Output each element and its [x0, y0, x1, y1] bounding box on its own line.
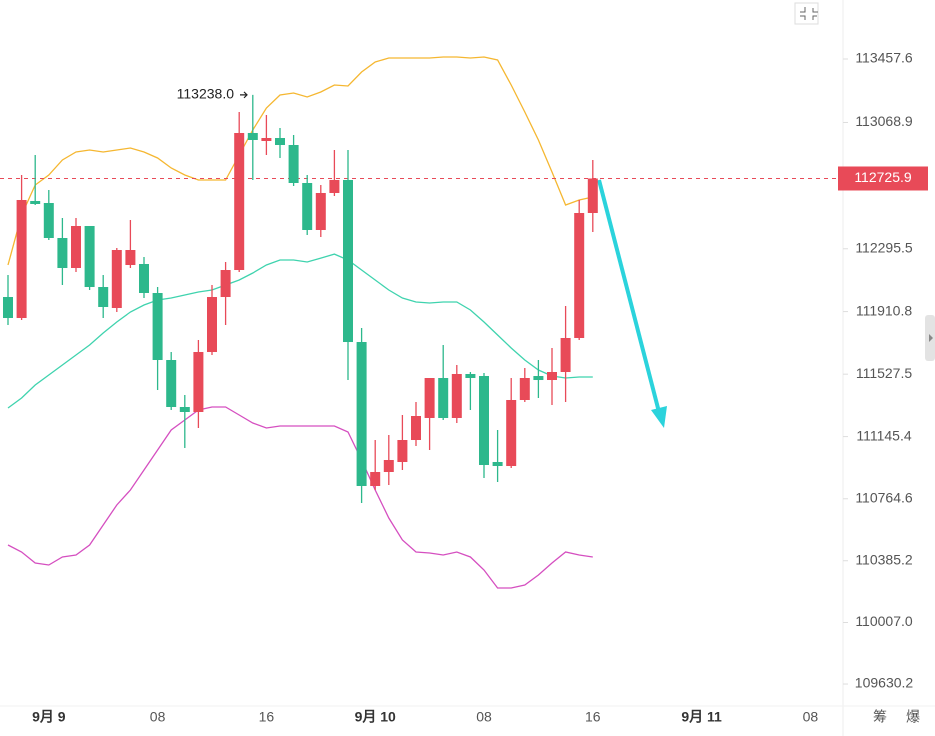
candle-body	[30, 200, 41, 204]
trend-arrow	[597, 179, 667, 428]
candle-body	[370, 471, 381, 486]
last-price-label: 112725.9	[854, 169, 912, 185]
candle-body	[234, 132, 245, 271]
x-tick-label: 9月 10	[355, 709, 396, 725]
corner-icon[interactable]	[794, 2, 819, 25]
arrow-shaft	[597, 179, 661, 413]
candle-body	[111, 250, 122, 309]
candle-body	[152, 293, 163, 361]
candle-body	[560, 338, 571, 373]
candle-body	[533, 376, 544, 381]
high-annotation: 113238.0	[177, 86, 235, 102]
candle-body	[166, 360, 177, 408]
candle-body	[451, 373, 462, 418]
candle-body	[519, 377, 530, 400]
icon-glyph	[800, 7, 818, 20]
candle-body	[465, 373, 476, 378]
candle-body	[383, 459, 394, 472]
candle-body	[57, 237, 68, 268]
y-tick-label: 109630.2	[855, 675, 914, 691]
tab-arrow	[929, 334, 933, 342]
candle-body	[139, 263, 149, 294]
candle-body	[438, 377, 449, 418]
x-tick-label: 08	[476, 709, 492, 725]
footer-button[interactable]: 爆	[906, 709, 920, 725]
candle-body	[43, 203, 54, 238]
candle-body	[547, 372, 557, 381]
candle-body	[329, 179, 340, 193]
x-tick-label: 9月 11	[681, 709, 722, 725]
last-price-box	[838, 166, 928, 191]
candle-body	[220, 270, 231, 298]
candle-body	[261, 138, 272, 141]
candle-body	[247, 132, 258, 141]
candle-body	[574, 212, 585, 339]
candle-body	[506, 399, 517, 467]
x-tick-label: 08	[803, 709, 819, 725]
x-tick-label: 16	[585, 709, 601, 725]
x-tick-label: 08	[150, 709, 166, 725]
candle-body	[125, 250, 136, 265]
candle-body	[356, 342, 367, 486]
y-tick-label: 110764.6	[855, 489, 913, 505]
y-tick-label: 113068.9	[855, 113, 913, 129]
y-tick-label: 110385.2	[855, 551, 913, 567]
candle-body	[16, 199, 27, 319]
candle-body	[411, 416, 421, 441]
candle-body	[397, 440, 408, 463]
footer-button[interactable]: 筹	[873, 709, 887, 725]
x-tick-label: 16	[259, 709, 275, 725]
side-tab[interactable]	[925, 315, 935, 361]
y-tick-label: 111527.5	[856, 365, 913, 381]
y-tick-label: 111145.4	[856, 427, 911, 443]
candle-body	[288, 144, 299, 183]
candle-body	[3, 297, 13, 319]
band-line	[7, 406, 593, 589]
candle-body	[479, 376, 489, 465]
candle-body	[193, 352, 204, 412]
y-tick-label: 110007.0	[855, 613, 913, 629]
candle-body	[207, 297, 217, 353]
candle-body	[98, 287, 109, 307]
candle-body	[179, 407, 190, 412]
candle-body	[587, 178, 598, 213]
candle-body	[315, 192, 326, 230]
candle-body	[492, 462, 503, 467]
y-tick-label: 113457.6	[855, 50, 913, 66]
high-annotation-arrow	[240, 91, 248, 99]
arrow-head	[651, 406, 667, 428]
band-line	[7, 253, 593, 409]
candle-body	[343, 179, 353, 343]
candle-body	[302, 182, 313, 230]
candle-body	[84, 225, 95, 288]
candle-body	[424, 377, 435, 418]
y-tick-label: 112295.5	[855, 239, 913, 255]
x-tick-label: 9月 9	[32, 709, 66, 725]
icon-frame[interactable]	[794, 2, 819, 25]
candle-body	[71, 225, 81, 268]
band-line	[7, 56, 593, 266]
y-tick-label: 111910.8	[856, 302, 913, 318]
candle-body	[275, 138, 285, 145]
